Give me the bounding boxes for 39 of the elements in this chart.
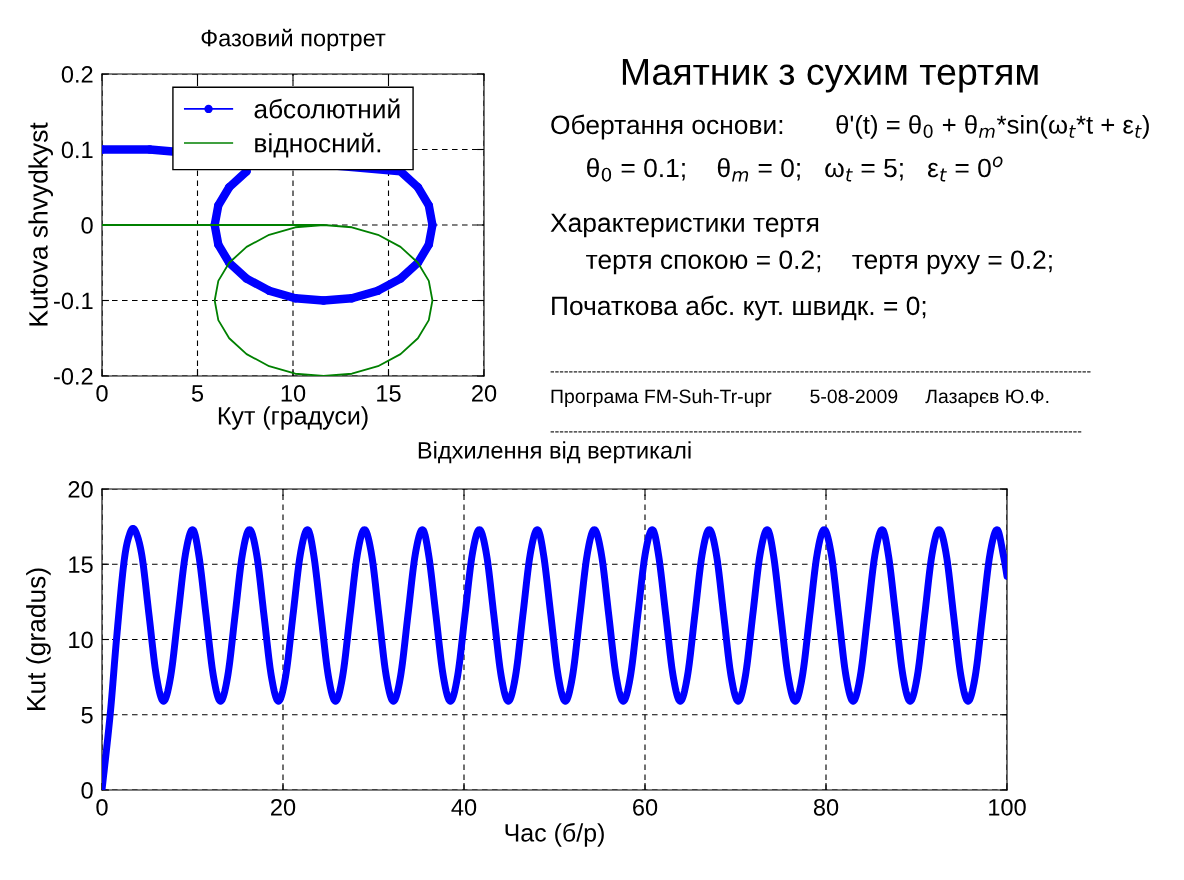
x-tick-label: 80 <box>813 798 839 816</box>
text: ------------------------------------------------------------------------------------------------------------------- <box>550 431 1082 433</box>
x-tick-label: 0 <box>96 384 108 402</box>
text: Початкова абс. кут. швидк. = 0; <box>552 295 926 321</box>
y-tick-label: -0.1 <box>54 292 93 310</box>
y-tick-label: -0.2 <box>54 368 93 385</box>
text: тертя спокою = 0.2; тертя руху = 0.2; <box>586 250 1052 275</box>
text: θ$_{0}$ = 0.1; θ$_{m}$ = 0; ω$_{t}$ = 5; ε$_{t}$ = 0$^{o}$ <box>587 156 1003 182</box>
text: --------------------------------------------------------------------------------------------------------------------- <box>550 371 1091 373</box>
y-tick-label: 10 <box>69 631 93 649</box>
x-tick-label: 100 <box>989 798 1026 816</box>
y-axis-title: Kut (gradus) <box>26 568 51 710</box>
y-tick-label: 0 <box>81 217 93 234</box>
text: Обертання основи: <box>551 114 783 140</box>
legend-label: абсолютний <box>254 98 400 119</box>
y-tick-label: 0.1 <box>61 141 93 159</box>
text: Програма FM-Suh-Tr-upr 5-08-2009 Лазарєв Ю.Ф. <box>551 388 1049 408</box>
text: Характеристики тертя <box>550 213 819 238</box>
y-tick-label: 0 <box>81 782 93 799</box>
x-tick-label: 15 <box>377 385 401 402</box>
y-tick-label: 5 <box>81 707 93 724</box>
x-axis-title: Кут (градуси) <box>218 406 368 430</box>
x-tick-label: 5 <box>191 385 204 402</box>
x-tick-label: 40 <box>451 798 477 816</box>
x-tick-label: 10 <box>281 384 306 402</box>
x-tick-label: 60 <box>633 798 658 816</box>
y-axis-title: Kutova shvydkyst <box>28 122 53 326</box>
x-tick-label: 20 <box>472 384 497 402</box>
text: θ'(t) = θ$_{0}$ + θ$_{m}$*sin(ω$_{t}$*t + ε$_{t}$) <box>836 114 1149 139</box>
y-tick-label: 15 <box>69 556 93 574</box>
y-tick-label: 20 <box>68 481 93 498</box>
legend-label: відносний. <box>255 132 381 158</box>
x-tick-label: 0 <box>96 798 108 816</box>
chart-title: Фазовий портрет <box>201 28 386 52</box>
chart-title: Відхилення від вертикалі <box>418 441 691 464</box>
x-tick-label: 20 <box>271 798 296 816</box>
x-axis-title: Час (б/р) <box>505 823 604 847</box>
text: Маятник з сухим тертям <box>622 58 1038 93</box>
y-tick-label: 0.2 <box>61 66 93 83</box>
